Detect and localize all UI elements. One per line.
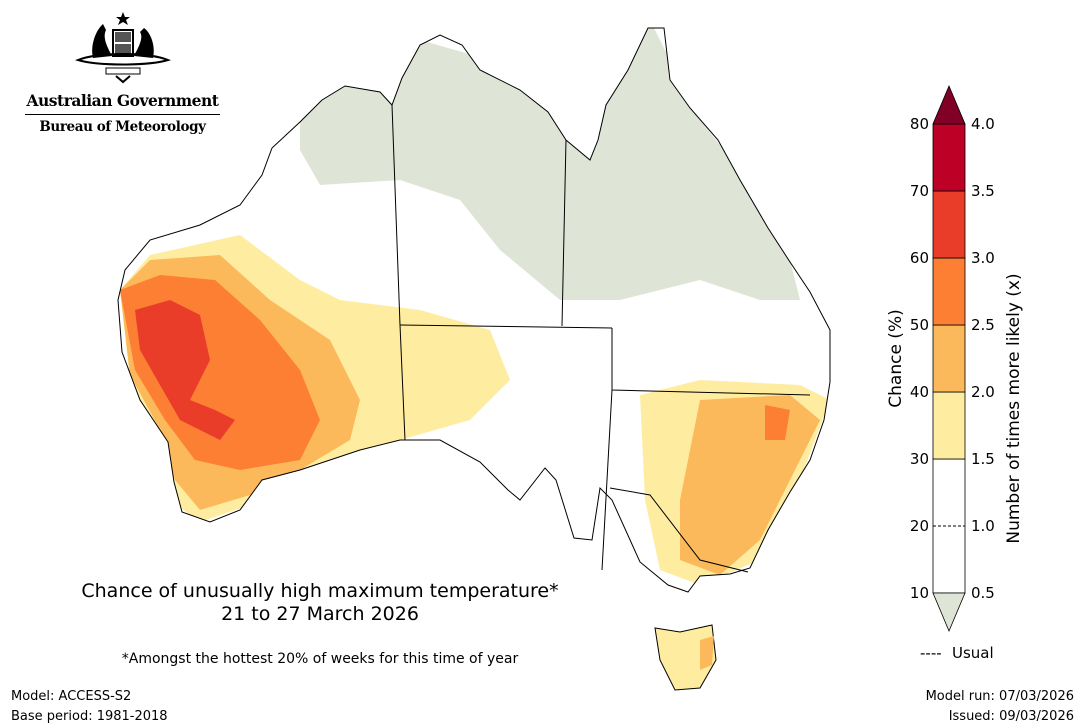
colorbar-right-label: Number of times more likely (x) bbox=[1004, 273, 1024, 543]
base-period: Base period: 1981-2018 bbox=[11, 709, 168, 724]
right-tick-label: 3.5 bbox=[971, 182, 995, 200]
footnote: *Amongst the hottest 20% of weeks for th… bbox=[121, 651, 519, 667]
model-info: Model: ACCESS-S2 Base period: 1981-2018 bbox=[11, 687, 168, 727]
left-tick-label: 20 bbox=[910, 517, 929, 535]
region-50-60-east bbox=[765, 405, 790, 440]
right-tick-label: 3.0 bbox=[971, 249, 995, 267]
right-tick-label: 0.5 bbox=[971, 584, 995, 602]
coat-of-arms-icon bbox=[74, 12, 171, 84]
colorbar-over-arrow bbox=[932, 84, 966, 125]
model-run-date: Model run: 07/03/2026 bbox=[925, 689, 1074, 704]
run-info: Model run: 07/03/2026 Issued: 09/03/2026 bbox=[926, 687, 1074, 727]
colorbar-bin bbox=[932, 391, 966, 460]
map-title: Chance of unusually high maximum tempera… bbox=[40, 580, 600, 626]
left-tick-label: 80 bbox=[910, 115, 929, 133]
usual-legend-label: Usual bbox=[952, 644, 994, 662]
usual-legend-marker: ---- bbox=[920, 644, 942, 662]
colorbar-bin bbox=[932, 257, 966, 326]
colorbar-bin bbox=[932, 123, 966, 192]
model-name: Model: ACCESS-S2 bbox=[11, 689, 132, 704]
left-tick-label: 40 bbox=[910, 383, 929, 401]
region-60-70 bbox=[135, 300, 235, 440]
title-line-1: Chance of unusually high maximum tempera… bbox=[81, 580, 559, 602]
right-tick-label: 1.5 bbox=[971, 450, 995, 468]
bom-logo: Australian Government Bureau of Meteorol… bbox=[25, 10, 220, 135]
state-borders bbox=[391, 104, 811, 573]
left-tick-label: 50 bbox=[910, 316, 929, 334]
region-40-50-east bbox=[680, 395, 820, 575]
agency-name: Bureau of Meteorology bbox=[39, 119, 206, 135]
right-tick-label: 2.5 bbox=[971, 316, 995, 334]
colorbar-bin bbox=[932, 190, 966, 259]
right-tick-label: 1.0 bbox=[971, 517, 995, 535]
colorbar-under-arrow bbox=[932, 592, 966, 633]
region-below-usual bbox=[300, 28, 800, 300]
issued-date: Issued: 09/03/2026 bbox=[948, 709, 1074, 724]
government-name: Australian Government bbox=[25, 91, 220, 115]
right-tick-label: 4.0 bbox=[971, 115, 995, 133]
title-line-2: 21 to 27 March 2026 bbox=[221, 603, 419, 625]
left-tick-label: 70 bbox=[910, 182, 929, 200]
left-tick-label: 60 bbox=[910, 249, 929, 267]
right-tick-label: 2.0 bbox=[971, 383, 995, 401]
left-tick-label: 10 bbox=[910, 584, 929, 602]
colorbar-bin bbox=[932, 324, 966, 393]
colorbar: 10 0.5 20 1.0 30 1.5 40 2.0 50 2.5 60 3.0 70 3.5 80 4.0… bbox=[886, 84, 1024, 662]
colorbar-left-label: Chance (%) bbox=[886, 309, 906, 407]
left-tick-label: 30 bbox=[910, 450, 929, 468]
